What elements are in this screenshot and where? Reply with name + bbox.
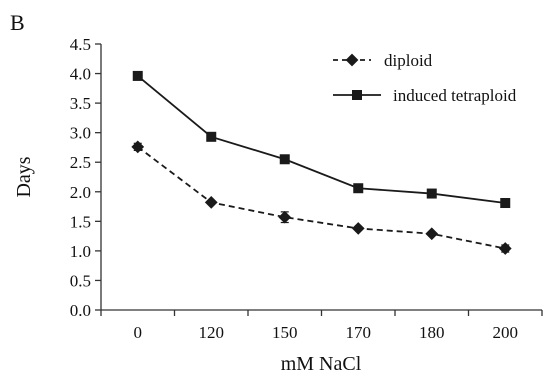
x-ticks: 0 120 150 170 180 200 [100,310,543,342]
data-point-diploid [131,140,145,154]
data-point-induced-tetraploid [353,183,364,194]
data-point-induced-tetraploid [206,131,217,142]
y-ticks: 0.0 0.5 1.0 1.5 2.0 2.5 3.0 3.5 4.0 4.5 [70,35,101,320]
y-tick-label: 2.5 [70,153,91,172]
x-axis-title: mM NaCl [281,353,362,375]
series-line-diploid [137,146,506,250]
legend-label-diploid: diploid [384,51,433,70]
x-tick-label: 200 [493,323,519,342]
data-point-diploid [351,222,365,235]
x-tick-label: 170 [346,323,372,342]
y-tick-label: 0.0 [70,301,91,320]
y-tick-label: 2.0 [70,183,91,202]
data-point-diploid [204,196,218,209]
y-axis: 0.0 0.5 1.0 1.5 2.0 2.5 3.0 3.5 4.0 4.5 [70,35,102,320]
legend-marker-diploid [345,53,359,67]
data-point-diploid [498,242,512,255]
x-tick-label: 0 [134,323,143,342]
y-tick-label: 3.5 [70,94,91,113]
y-axis-title: Days [13,156,35,197]
data-point-induced-tetraploid [279,154,290,165]
y-tick-label: 0.5 [70,271,91,290]
data-point-induced-tetraploid [500,198,511,209]
y-tick-label: 3.0 [70,124,91,143]
y-tick-label: 1.0 [70,242,91,261]
series-line-induced-tetraploid [137,75,506,204]
data-point-diploid [425,227,439,241]
series-induced-tetraploid [132,70,511,209]
panel-label: B [10,10,25,35]
y-tick-label: 4.5 [70,35,91,54]
legend: diploid induced tetraploid [333,51,517,105]
y-tick-label: 4.0 [70,65,91,84]
legend-label-induced-tetraploid: induced tetraploid [393,86,517,105]
data-point-induced-tetraploid [426,188,437,199]
data-point-diploid [278,210,292,224]
x-axis: 0 120 150 170 180 200 [100,309,543,342]
x-tick-label: 120 [199,323,225,342]
x-tick-label: 180 [419,323,445,342]
data-point-induced-tetraploid [132,70,143,81]
x-tick-label: 150 [272,323,298,342]
series-layer [131,70,512,255]
series-diploid [131,140,512,255]
y-tick-label: 1.5 [70,212,91,231]
legend-marker-induced-tetraploid [352,90,362,100]
